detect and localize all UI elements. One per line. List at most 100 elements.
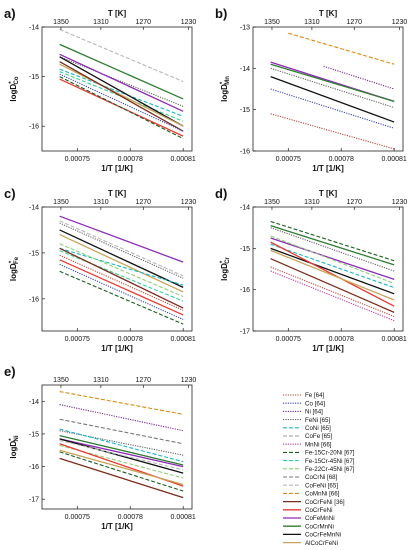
legend-label: AlCoCrFeNi [305, 540, 338, 547]
legend-entry: AlCoCrFeNi [283, 540, 338, 547]
series-line-CoNi [59, 247, 184, 286]
legend-label: Ni [64] [305, 409, 323, 416]
series-line-CoCrFeNi2 [59, 259, 184, 316]
series-line-Fe15Cr20Ni [59, 76, 184, 140]
series-line-CoCrFeNi [59, 457, 184, 499]
legend-entry: Co [64] [283, 400, 325, 407]
x-tick-label: 0.00075 [65, 156, 90, 163]
legend-entry: CoCrNi [68] [283, 474, 338, 481]
x-tick-label: 0.00081 [171, 156, 196, 163]
series-line-Fe [270, 266, 395, 318]
series-line-Fe15Cr20Ni [270, 220, 395, 262]
series-line-CoCrFeNi [59, 247, 184, 309]
series-line-MnNi [270, 270, 395, 322]
legend-entry: Fe-15Cr-20Ni [67] [283, 450, 355, 457]
x2-axis-label: T [K] [108, 189, 127, 198]
series-line-FeNi [59, 56, 184, 107]
series-line-Co [59, 263, 184, 321]
series-line-CoNi [59, 68, 184, 117]
panel-letter: c) [4, 186, 16, 201]
legend-entry: Ni [64] [283, 409, 323, 416]
x-axis-label: 1/T [1/K] [312, 164, 344, 173]
series-group [59, 390, 184, 499]
series-line-FeNi [270, 67, 395, 109]
series-line-CoFeMnNi [59, 438, 184, 468]
panel-letter: d) [215, 186, 227, 201]
x2-tick-label: 1270 [347, 19, 363, 26]
legend-label: CoCrNi [68] [305, 474, 338, 481]
y-axis-label: logD*Mn [220, 76, 231, 102]
y-tick-label: -14 [240, 66, 250, 73]
series-line-AlCoCrFeNi [59, 449, 184, 486]
series-group [59, 28, 184, 140]
legend-label: CoCrFeNi [305, 507, 333, 514]
series-line-CoCrFeNi [59, 61, 184, 132]
legend-label: MnNi [66] [305, 441, 332, 448]
x2-tick-label: 1350 [53, 19, 69, 26]
series-line-CoCrFeMnNi [270, 247, 395, 295]
series-line-Fe22Cr45Ni [59, 243, 184, 298]
x-tick-label: 0.00081 [171, 336, 196, 343]
series-line-CoNi [59, 428, 184, 463]
x2-tick-label: 1310 [93, 199, 109, 206]
legend-entry: Fe-22Cr-45Ni [67] [283, 466, 355, 473]
x2-tick-label: 1310 [93, 19, 109, 26]
legend-label: CoFeMnNi [305, 515, 335, 522]
plot-frame [41, 384, 193, 510]
legend-label: CoCrFeMnNi [305, 532, 341, 539]
y-tick-label: -16 [29, 464, 39, 471]
series-line-CoFeNi [59, 28, 184, 83]
x2-tick-label: 1310 [304, 199, 320, 206]
y-tick-label: -15 [240, 246, 250, 253]
panel-letter: e) [4, 364, 16, 379]
x-axis-label: 1/T [1/K] [101, 344, 133, 353]
x2-tick-label: 1230 [392, 199, 408, 206]
series-line-Fe [59, 254, 184, 311]
x2-tick-label: 1350 [264, 199, 280, 206]
y-tick-label: -16 [29, 296, 39, 303]
series-line-CoFeMnNi [59, 215, 184, 263]
x2-tick-label: 1230 [181, 377, 197, 384]
legend-label: Fe [64] [305, 392, 325, 399]
x-axis-label: 1/T [1/K] [312, 344, 344, 353]
y-axis-label: logD*Co [9, 76, 20, 101]
legend-entry: CoNi [65] [283, 425, 331, 432]
panel-letter: b) [215, 6, 227, 21]
series-line-CoFeMnNi [59, 53, 184, 112]
panel-letter: a) [4, 6, 16, 21]
y-tick-label: -17 [240, 329, 250, 336]
x-axis-label: 1/T [1/K] [101, 522, 133, 531]
x-tick-label: 0.00075 [65, 514, 90, 521]
x2-tick-label: 1270 [136, 19, 152, 26]
series-line-CoCrFeMnNi [59, 56, 184, 127]
x2-tick-label: 1230 [392, 19, 408, 26]
series-line-FeNi [59, 430, 184, 456]
series-line-Fe22Cr45Ni [270, 235, 395, 284]
series-line-Fe15Cr45Ni [59, 250, 184, 302]
series-line-CoCrFeMnNi [270, 75, 395, 123]
y-tick-label: -17 [29, 497, 39, 504]
series-line-FeNi [270, 227, 395, 272]
y-tick-label: -14 [29, 399, 39, 406]
x-tick-label: 0.00078 [118, 336, 143, 343]
series-group [59, 215, 184, 325]
legend-label: CoMnNi [66] [305, 491, 340, 498]
legend-label: Fe-22Cr-45Ni [67] [305, 466, 355, 473]
y-tick-label: -15 [240, 107, 250, 114]
legend-entry: CoCrFeMnNi [283, 532, 341, 539]
y-tick-label: -15 [29, 250, 39, 257]
legend-label: CoCrMnNi [305, 523, 334, 530]
x-tick-label: 0.00081 [382, 336, 407, 343]
y-axis-label: logD*Fe [9, 256, 20, 281]
x2-axis-label: T [K] [319, 189, 338, 198]
x-tick-label: 0.00078 [118, 156, 143, 163]
x-tick-label: 0.00078 [329, 336, 354, 343]
x-tick-label: 0.00081 [382, 156, 407, 163]
series-line-CoFeNi [59, 220, 184, 277]
y-tick-label: -14 [240, 205, 250, 212]
legend-entry: CoMnNi [66] [283, 491, 340, 498]
legend-entry: Fe [64] [283, 392, 325, 399]
x2-tick-label: 1350 [264, 19, 280, 26]
x-tick-label: 0.00081 [171, 514, 196, 521]
panel-e: 0.00075 0.00078 0.00081 -14 -15 -16 -17 1350 131… [4, 364, 196, 531]
